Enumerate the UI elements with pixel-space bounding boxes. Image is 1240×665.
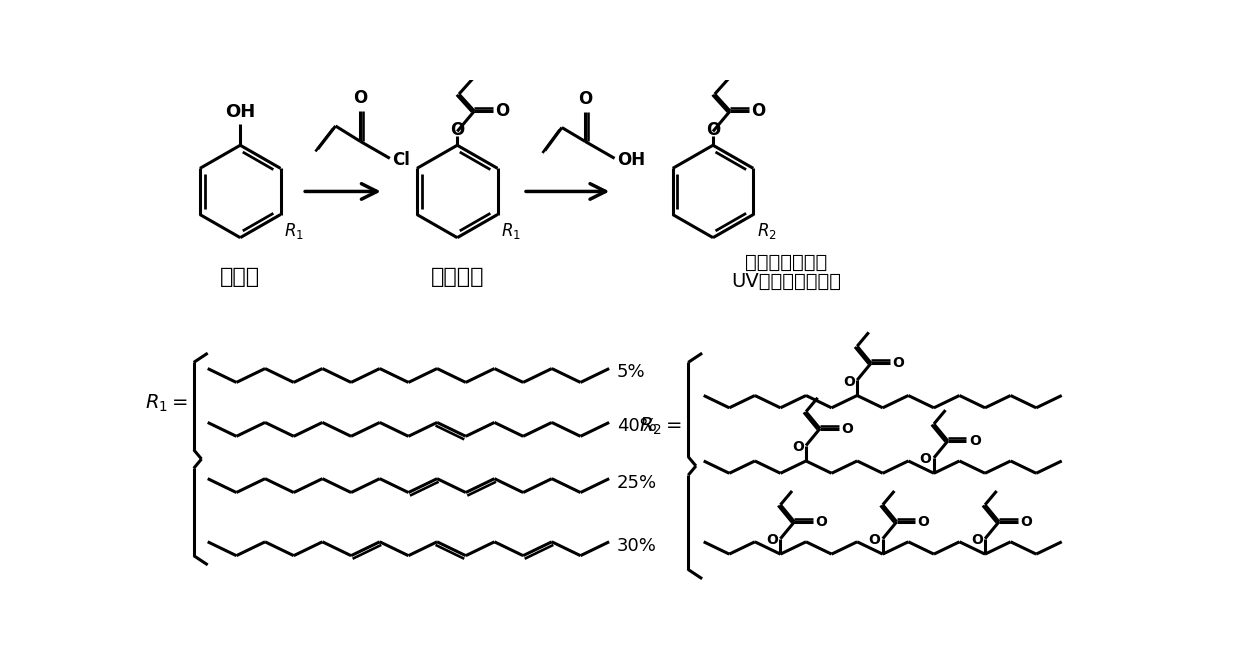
Text: $R_2$: $R_2$ [758,221,777,241]
Text: 25%: 25% [618,473,657,491]
Text: $R_2=$: $R_2=$ [639,416,682,437]
Text: O: O [841,422,853,436]
Text: 40%: 40% [618,418,657,436]
Text: O: O [920,452,931,466]
Text: 腰果酚: 腰果酚 [221,267,260,287]
Text: O: O [971,533,982,547]
Text: O: O [450,121,464,139]
Text: O: O [843,374,854,388]
Text: O: O [766,533,779,547]
Text: 多官能腰果酚基: 多官能腰果酚基 [745,253,828,272]
Text: O: O [496,102,510,120]
Text: O: O [918,515,930,529]
Text: Cl: Cl [392,151,410,169]
Text: O: O [868,533,880,547]
Text: O: O [353,88,367,107]
Text: O: O [578,90,593,108]
Text: OH: OH [618,151,645,169]
Text: O: O [816,515,827,529]
Text: O: O [792,440,804,454]
Text: 5%: 5% [618,363,646,382]
Text: O: O [751,102,765,120]
Text: 30%: 30% [618,537,657,555]
Text: 中间产物: 中间产物 [430,267,484,287]
Text: O: O [968,434,981,448]
Text: OH: OH [226,102,255,120]
Text: O: O [892,356,904,370]
Text: O: O [706,121,720,139]
Text: $R_1=$: $R_1=$ [145,392,187,414]
Text: UV固化活性稀释剂: UV固化活性稀释剂 [732,272,842,291]
Text: $R_1$: $R_1$ [501,221,521,241]
Text: $R_1$: $R_1$ [284,221,304,241]
Text: O: O [1019,515,1032,529]
